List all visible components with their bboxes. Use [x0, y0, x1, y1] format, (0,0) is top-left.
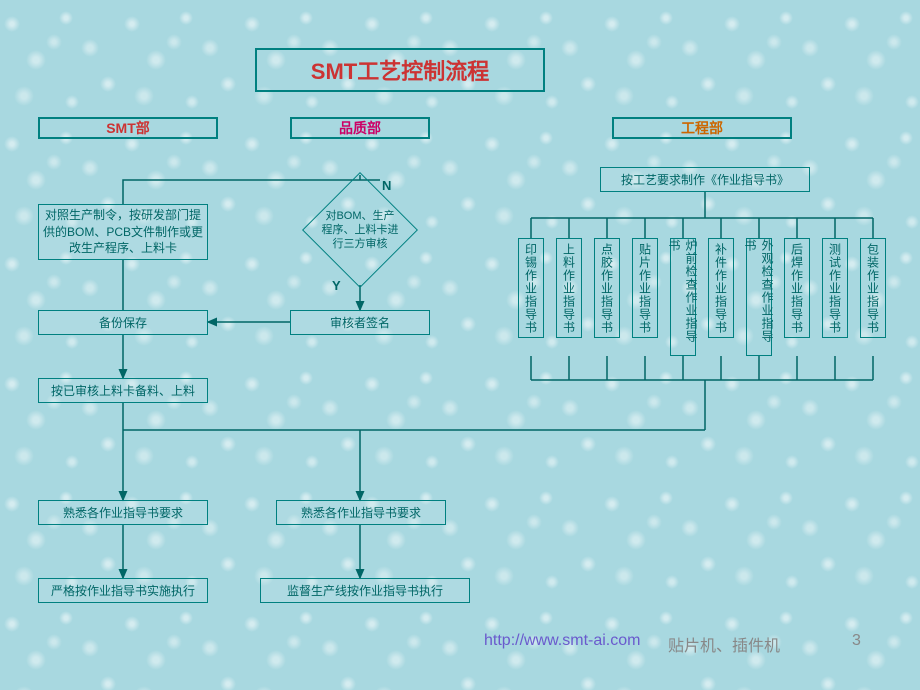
footer-text: 贴片机、插件机: [668, 632, 780, 656]
page-title: SMT工艺控制流程: [255, 48, 545, 92]
box-backup: 备份保存: [38, 310, 208, 335]
header-smt: SMT部: [38, 117, 218, 139]
label-y: Y: [332, 278, 341, 293]
footer-url[interactable]: http://www.smt-ai.com: [484, 632, 640, 650]
label-n: N: [382, 178, 391, 193]
box-familiar-left: 熟悉各作业指导书要求: [38, 500, 208, 525]
instruction-book-4: 炉前检查作业指导书: [670, 238, 696, 356]
box-make: 按工艺要求制作《作业指导书》: [600, 167, 810, 192]
instruction-book-2: 点胶作业指导书: [594, 238, 620, 338]
decision-audit: 对BOM、生产程序、上料卡进行三方审核: [300, 170, 420, 290]
box-b1: 对照生产制令，按研发部门提供的BOM、PCB文件制作或更改生产程序、上料卡: [38, 204, 208, 260]
instruction-book-6: 外观检查作业指导书: [746, 238, 772, 356]
header-qc: 品质部: [290, 117, 430, 139]
page-number: 3: [852, 632, 861, 650]
box-load: 按已审核上料卡备料、上料: [38, 378, 208, 403]
box-strict: 严格按作业指导书实施执行: [38, 578, 208, 603]
instruction-book-3: 贴片作业指导书: [632, 238, 658, 338]
box-familiar-right: 熟悉各作业指导书要求: [276, 500, 446, 525]
instruction-book-8: 测试作业指导书: [822, 238, 848, 338]
instruction-book-1: 上料作业指导书: [556, 238, 582, 338]
instruction-book-5: 补件作业指导书: [708, 238, 734, 338]
instruction-book-9: 包装作业指导书: [860, 238, 886, 338]
box-sign: 审核者签名: [290, 310, 430, 335]
header-eng: 工程部: [612, 117, 792, 139]
instruction-book-7: 后焊作业指导书: [784, 238, 810, 338]
box-monitor: 监督生产线按作业指导书执行: [260, 578, 470, 603]
instruction-book-0: 印锡作业指导书: [518, 238, 544, 338]
